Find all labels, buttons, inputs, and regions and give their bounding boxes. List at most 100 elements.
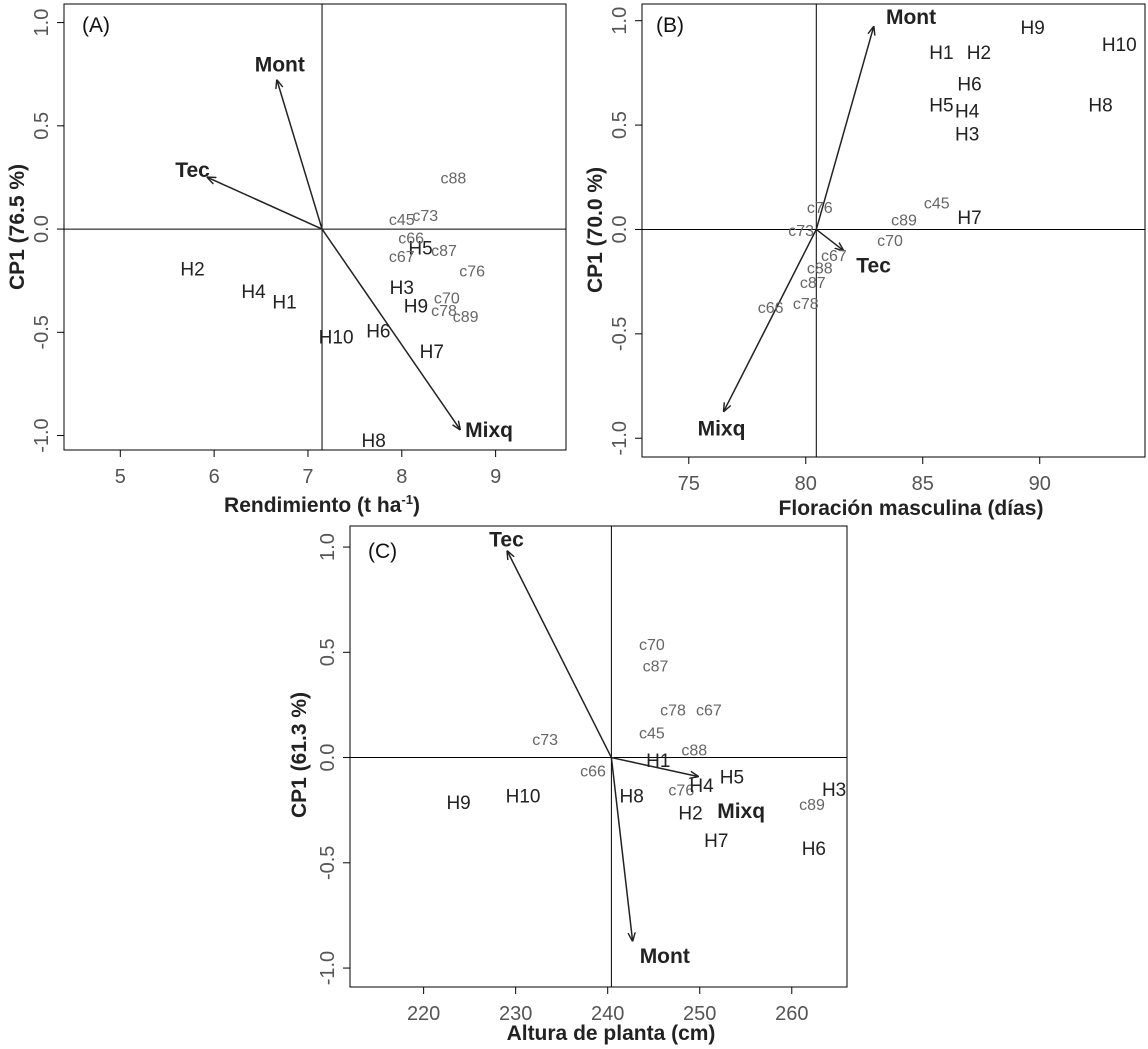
y-tick-label: -0.5: [609, 317, 631, 351]
plot-frame: [63, 3, 567, 451]
panel-a: (A) Rendimiento (t ha-1) CP1 (76.5 %) 5 6…: [6, 3, 567, 517]
vector-mixq: [724, 229, 817, 411]
y-tick-label: 1.0: [317, 533, 339, 561]
x-tick-label: 75: [678, 473, 700, 495]
y-axis-title: CP1 (70.0 %): [584, 167, 607, 293]
hybrid-point-label: H5: [408, 239, 432, 260]
hybrid-point-label: H10: [1102, 35, 1137, 56]
panel-c: (C) Altura de planta (cm) CP1 (61.3 %) 2…: [288, 525, 848, 1045]
y-axis-title: CP1 (76.5 %): [6, 164, 29, 290]
vector-label-tec: Tec: [489, 528, 524, 551]
hybrid-point-label: H8: [361, 431, 385, 452]
hybrid-point-label: H6: [366, 321, 390, 342]
vector-label-tec: Tec: [175, 159, 210, 182]
cross-point-label: c78: [660, 702, 686, 719]
hybrid-point-label: H9: [1021, 18, 1045, 39]
x-axis-title: Floración masculina (días): [779, 497, 1044, 520]
cross-point-label: c45: [639, 726, 665, 743]
hybrid-point-label: H4: [689, 776, 714, 797]
x-tick-label: 5: [115, 466, 126, 488]
cross-point-label: c76: [459, 264, 485, 281]
vector-label-mixq: Mixq: [717, 800, 765, 823]
hybrid-point-label: H5: [929, 95, 953, 116]
cross-point-label: c89: [799, 797, 825, 814]
y-tick-label: 0.5: [31, 112, 53, 140]
hybrid-point-label: H9: [446, 793, 470, 814]
cross-point-label: c66: [580, 764, 606, 781]
cross-point-label: c66: [758, 300, 784, 317]
hybrid-point-label: H1: [272, 292, 296, 313]
vector-label-mixq: Mixq: [465, 419, 513, 442]
hybrid-point-label: H8: [619, 787, 643, 808]
vector-mixq: [611, 756, 698, 777]
x-axis-title-superscript: -1: [401, 492, 413, 507]
x-axis-title-text: Rendimiento (t ha: [224, 494, 402, 517]
vector-label-mont: Mont: [255, 53, 305, 76]
hybrid-point-label: H2: [967, 43, 991, 64]
vector-tec: [815, 228, 843, 250]
x-tick-label: 6: [209, 466, 220, 488]
cross-point-label: c89: [453, 309, 479, 326]
vector-mont: [277, 80, 323, 230]
hybrid-point-label: H1: [929, 43, 953, 64]
hybrid-point-label: H5: [720, 768, 744, 789]
vector-label-tec: Tec: [856, 255, 891, 278]
cross-point-label: c88: [441, 171, 467, 188]
cross-point-label: c76: [668, 782, 694, 799]
cross-point-label: c70: [877, 233, 903, 250]
plot-frame: [349, 525, 848, 988]
x-tick-label: 260: [775, 1003, 808, 1025]
vector-mont: [610, 757, 632, 941]
cross-point-label: c78: [431, 303, 457, 320]
x-tick-label: 250: [683, 1003, 716, 1025]
y-axis-title: CP1 (61.3 %): [288, 692, 311, 818]
cross-point-label: c87: [643, 658, 669, 675]
cross-point-label: c73: [412, 208, 438, 225]
x-axis-title-end: ): [413, 494, 420, 517]
y-tick-label: 1.0: [31, 9, 53, 37]
x-tick-label: 230: [499, 1003, 532, 1025]
cross-point-label: c67: [389, 249, 415, 266]
y-tick-label: 0.5: [317, 638, 339, 666]
cross-point-label: c67: [821, 248, 847, 265]
y-tick-label: 0.0: [609, 216, 631, 244]
cross-point-label: c76: [807, 200, 833, 217]
x-axis-title: Altura de planta (cm): [507, 1022, 716, 1045]
y-tick-label: -1.0: [31, 418, 53, 452]
plot-frame: [641, 3, 1146, 458]
hybrid-point-label: H9: [404, 297, 428, 318]
panel-label: (A): [82, 14, 110, 37]
vector-tec: [208, 177, 323, 230]
x-tick-label: 85: [912, 473, 934, 495]
hybrid-point-label: H4: [241, 282, 266, 303]
y-tick-label: -1.0: [317, 951, 339, 985]
hybrid-point-label: H3: [390, 278, 414, 299]
x-tick-label: 8: [396, 466, 407, 488]
x-tick-label: 80: [795, 473, 817, 495]
cross-point-label: c87: [800, 275, 826, 292]
y-tick-label: -0.5: [317, 846, 339, 880]
cross-point-label: c45: [389, 212, 415, 229]
panel-label: (C): [368, 540, 397, 563]
hybrid-point-label: H10: [506, 787, 541, 808]
cross-point-label: c89: [891, 212, 917, 229]
vector-label-mont: Mont: [886, 6, 936, 29]
x-axis-title: Rendimiento (t ha-1): [224, 492, 420, 517]
hybrid-point-label: H7: [957, 208, 981, 229]
y-tick-label: 0.0: [31, 215, 53, 243]
hybrid-point-label: H6: [802, 839, 826, 860]
hybrid-point-label: H6: [957, 74, 981, 95]
hybrid-point-label: H7: [420, 342, 444, 363]
hybrid-point-label: H10: [319, 328, 354, 349]
cross-point-label: c73: [788, 223, 814, 240]
y-tick-label: 0.0: [317, 744, 339, 772]
x-tick-label: 7: [302, 466, 313, 488]
x-tick-label: 240: [591, 1003, 624, 1025]
vector-label-mixq: Mixq: [698, 417, 746, 440]
y-tick-label: 1.0: [609, 7, 631, 35]
vector-mixq: [321, 228, 460, 429]
panel-label: (B): [656, 14, 684, 37]
cross-point-label: c78: [793, 296, 819, 313]
hybrid-point-label: H3: [822, 780, 846, 801]
cross-point-label: c70: [639, 637, 665, 654]
